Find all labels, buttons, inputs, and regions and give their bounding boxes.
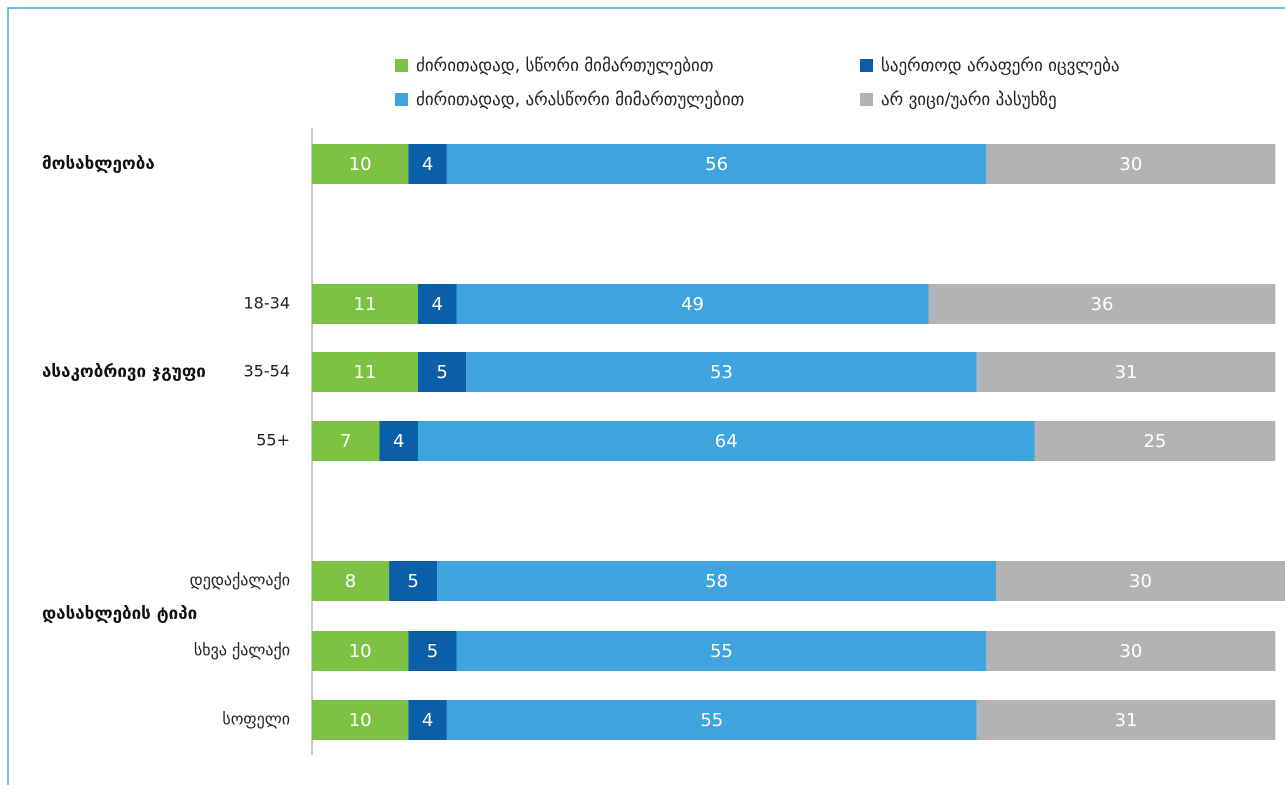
legend-swatch [860,93,873,106]
legend-label: ძირითადად, არასწორი მიმართულებით [416,90,744,110]
bar-segment [417,352,467,392]
value-label: 5 [436,362,447,383]
bar-segment [312,144,409,184]
legend-swatch [395,93,408,106]
value-label: 36 [1091,294,1114,315]
bar-segment [456,284,929,324]
value-label: 4 [422,710,433,731]
value-label: 10 [349,641,372,662]
category-label: 18-34 [244,294,291,313]
category-label: 55+ [256,431,290,450]
group-label: მოსახლეობა [42,154,155,174]
bar-segment [466,352,977,392]
bar-segment [408,144,447,184]
bar-segment [976,700,1276,740]
bar-segment [312,421,380,461]
value-label: 7 [340,431,351,452]
bar-segment [389,561,438,601]
bar-segment [417,284,457,324]
bar-segment [408,631,457,671]
group-label: ასაკობრივი ჯგუფი [42,362,206,382]
value-label: 30 [1129,571,1152,592]
value-label: 58 [705,571,728,592]
legend-swatch [860,59,873,72]
value-label: 11 [354,294,377,315]
bar-segment [379,421,418,461]
value-label: 8 [345,571,356,592]
legend-label: არ ვიცი/უარი პასუხზე [881,90,1057,110]
frame [7,7,1285,785]
value-label: 5 [407,571,418,592]
value-label: 4 [432,294,443,315]
bar-segment [312,561,390,601]
value-label: 53 [710,362,733,383]
legend-label: ძირითადად, სწორი მიმართულებით [416,56,713,76]
value-label: 55 [710,641,733,662]
value-label: 10 [349,710,372,731]
bar-segment [928,284,1276,324]
group-label: დასახლების ტიპი [42,604,198,624]
value-label: 10 [349,154,372,175]
value-label: 49 [681,294,704,315]
bar-segment [437,561,996,601]
bar-segment [986,144,1276,184]
value-label: 4 [422,154,433,175]
value-label: 31 [1115,710,1138,731]
bar-segment [417,421,1035,461]
bar-segment [446,144,987,184]
bar-segment [312,700,409,740]
bar-segment [995,561,1285,601]
category-label: სოფელი [222,710,290,729]
bar-segment [312,631,409,671]
category-label: სხვა ქალაქი [194,641,290,660]
bar-segment [312,352,418,392]
value-label: 11 [354,362,377,383]
value-label: 30 [1119,641,1142,662]
category-label: 35-54 [244,362,291,381]
value-label: 55 [700,710,723,731]
value-label: 31 [1115,362,1138,383]
bar-segment [986,631,1276,671]
value-label: 25 [1143,431,1166,452]
category-label: დედაქალაქი [190,571,290,590]
value-label: 64 [715,431,738,452]
bar-segment [976,352,1276,392]
legend-label: საერთოდ არაფერი იცვლება [881,56,1120,76]
value-label: 30 [1119,154,1142,175]
bar-segment [408,700,447,740]
legend-swatch [395,59,408,72]
bar-segment [446,700,977,740]
bar-segment [312,284,418,324]
value-label: 4 [393,431,404,452]
bar-segment [456,631,987,671]
value-label: 5 [427,641,438,662]
value-label: 56 [705,154,728,175]
bar-segment [1034,421,1276,461]
